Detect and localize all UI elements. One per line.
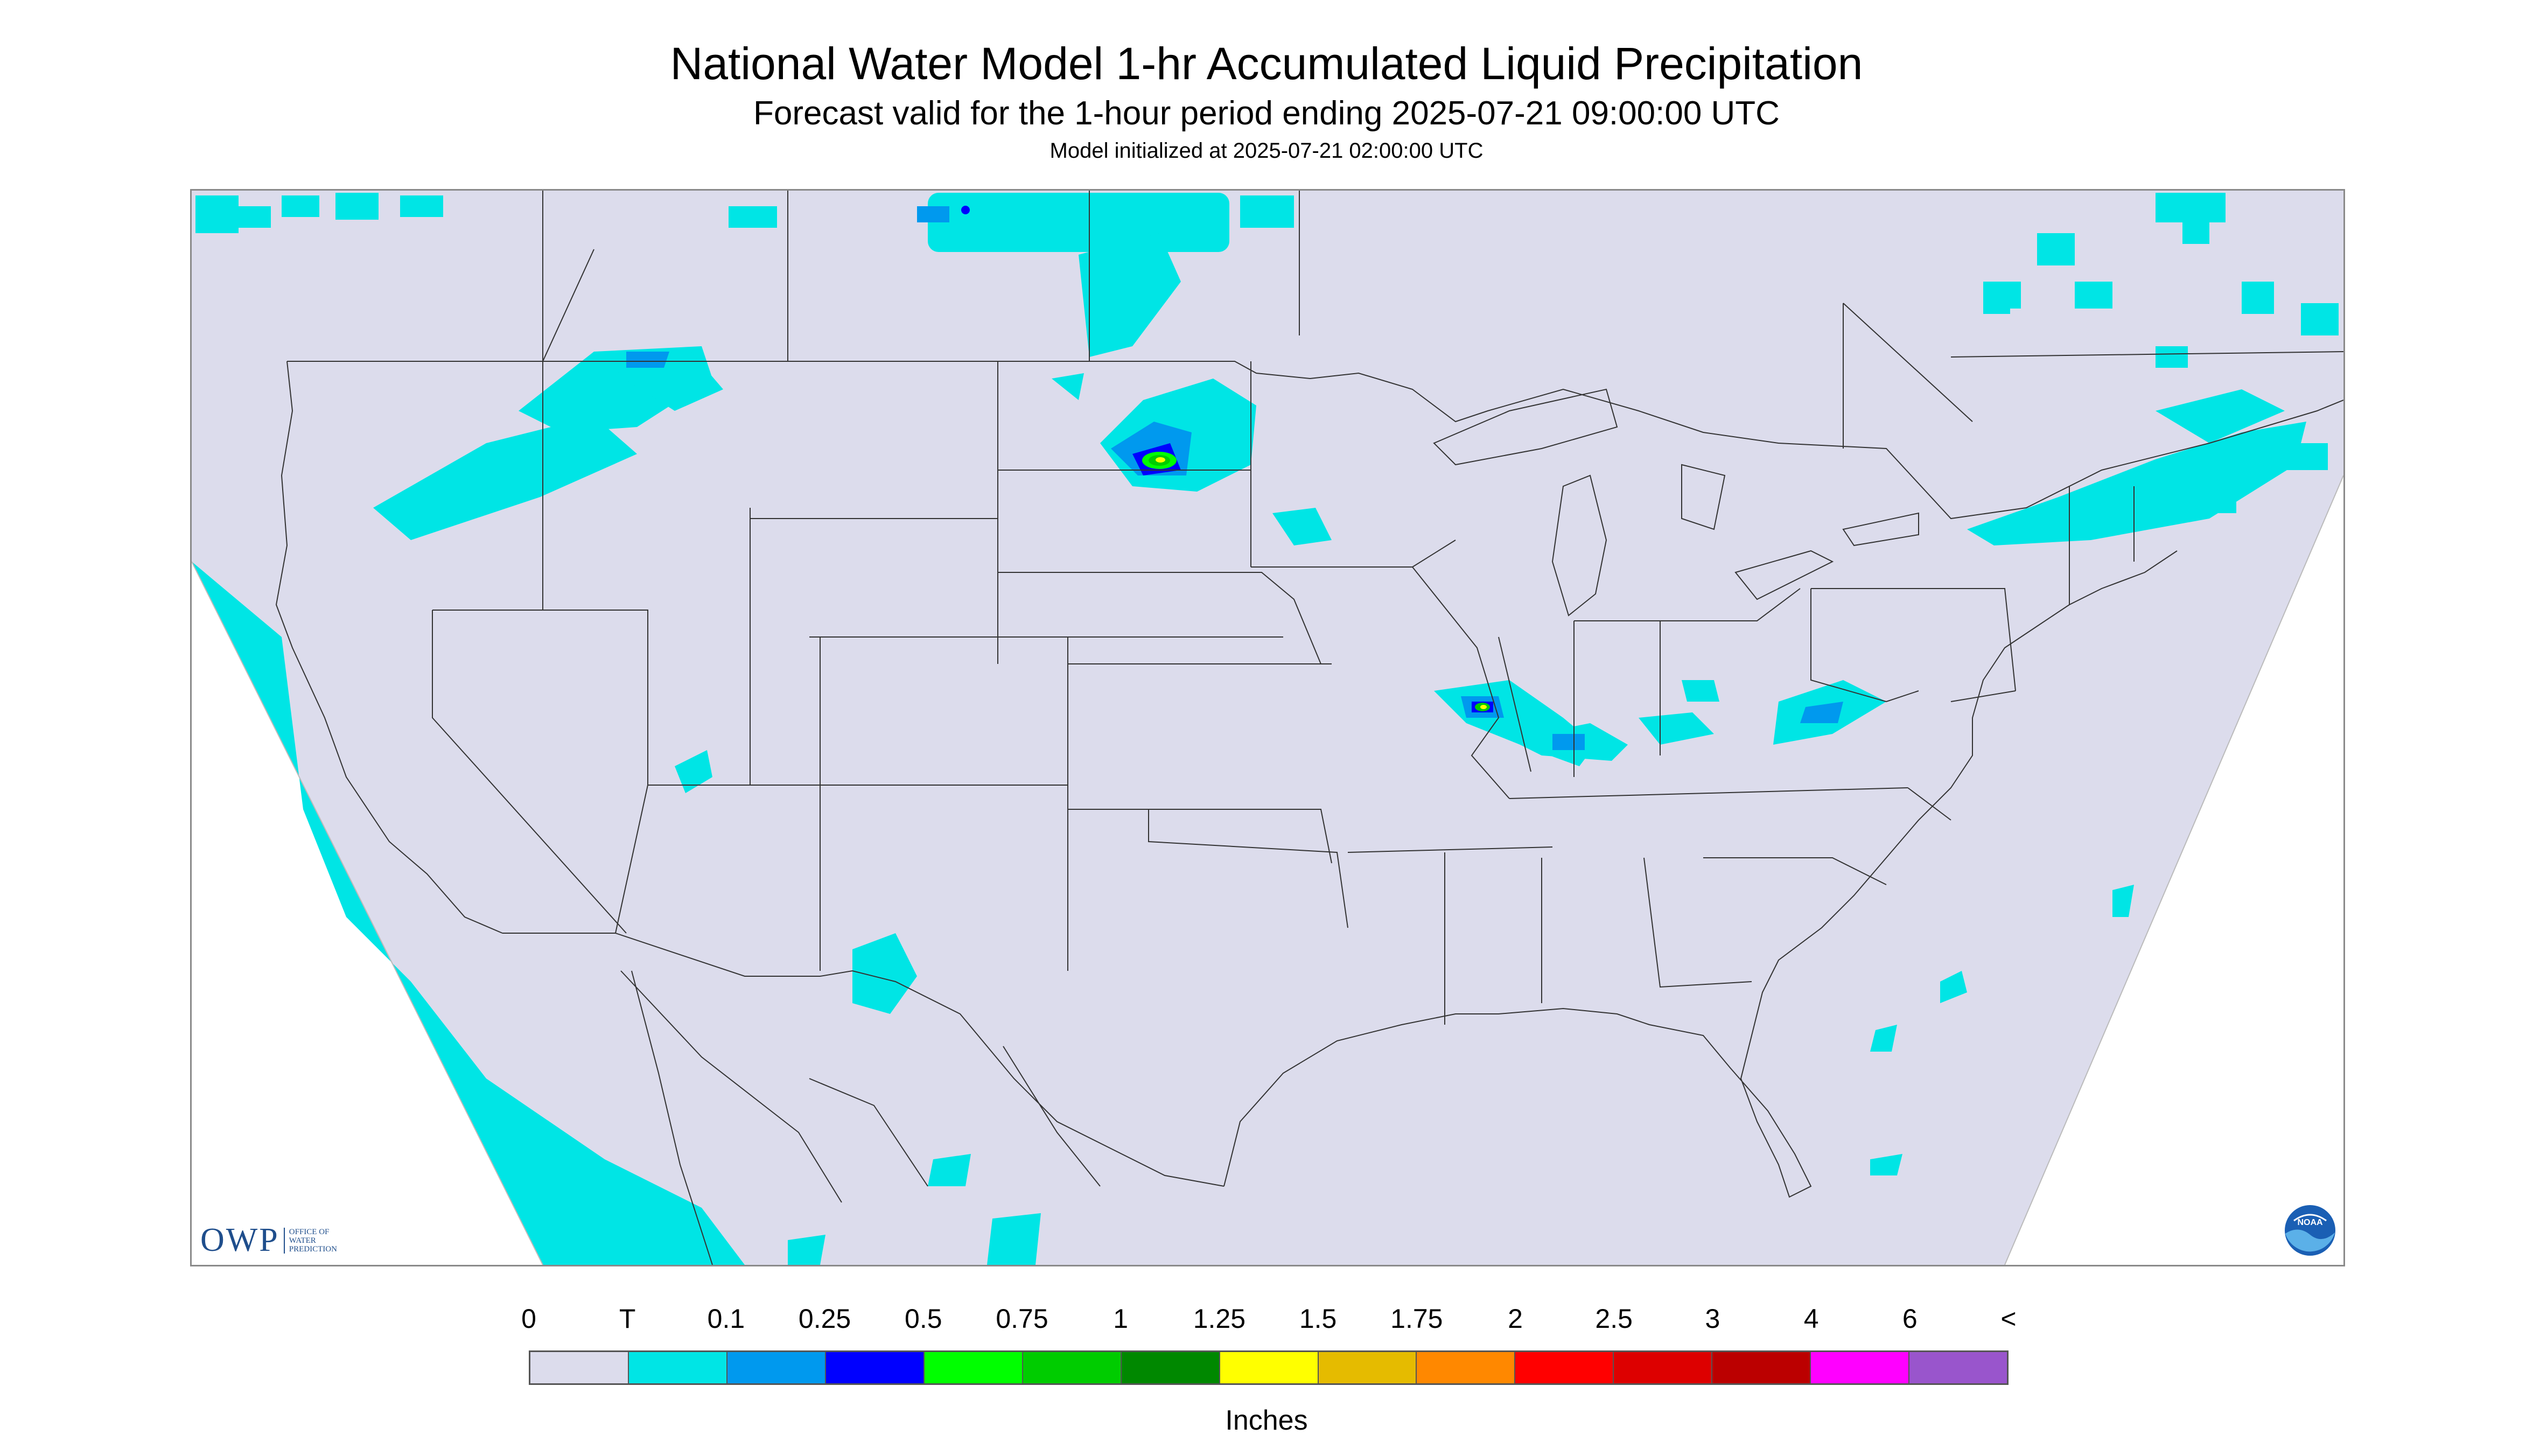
legend-units: Inches: [1225, 1405, 1308, 1436]
color-legend-bar: [529, 1350, 2009, 1385]
legend-tick-label: 2: [1508, 1304, 1523, 1334]
legend-swatch: [1220, 1352, 1319, 1383]
legend-tick-label: 1.25: [1193, 1304, 1246, 1334]
legend-tick-label: 0: [521, 1304, 536, 1334]
legend-tick-label: 1.5: [1299, 1304, 1337, 1334]
legend-tick-label: 0.75: [996, 1304, 1048, 1334]
legend-tick-label: 4: [1803, 1304, 1819, 1334]
map-subtitle: Forecast valid for the 1-hour period end…: [753, 95, 1780, 132]
legend-swatch: [628, 1352, 727, 1383]
legend-tick-label: 6: [1902, 1304, 1918, 1334]
map-canvas: [192, 191, 2343, 1265]
owp-logo-mark: OWP: [200, 1222, 279, 1258]
legend-tick-label: 0.5: [905, 1304, 942, 1334]
precip-1.25: [1156, 457, 1165, 463]
legend-tick-label: T: [619, 1304, 636, 1334]
legend-swatch: [1515, 1352, 1614, 1383]
legend-swatch: [1712, 1352, 1811, 1383]
domain-edge: [192, 561, 543, 1265]
model-init-line: Model initialized at 2025-07-21 02:00:00…: [1049, 139, 1484, 163]
legend-tick-label: 0.25: [798, 1304, 851, 1334]
legend-swatch: [530, 1352, 629, 1383]
legend-tick-label: 3: [1705, 1304, 1720, 1334]
legend-swatch: [1909, 1352, 2007, 1383]
map-title: National Water Model 1-hr Accumulated Li…: [670, 38, 1863, 89]
svg-text:NOAA: NOAA: [2297, 1218, 2323, 1227]
owp-logo-text: Office of Water Prediction: [283, 1227, 337, 1254]
legend-tick-label: 1.75: [1390, 1304, 1443, 1334]
legend-tick-label: 1: [1113, 1304, 1129, 1334]
legend-tick-label: 2.5: [1595, 1304, 1633, 1334]
legend-swatch: [1121, 1352, 1220, 1383]
legend-swatch: [1417, 1352, 1516, 1383]
legend-swatch: [727, 1352, 826, 1383]
state-borders: [275, 191, 2343, 1265]
legend-tick-label: <: [2000, 1304, 2017, 1334]
precipitation-map: [190, 189, 2345, 1266]
legend-swatch: [1614, 1352, 1713, 1383]
legend-swatch: [825, 1352, 925, 1383]
noaa-logo-icon: NOAA: [2284, 1204, 2336, 1257]
legend-swatch: [924, 1352, 1023, 1383]
legend-swatch: [1318, 1352, 1417, 1383]
precip-pacific-coast: [192, 562, 745, 1265]
legend-tick-label: 0.1: [707, 1304, 745, 1334]
owp-logo: OWP Office of Water Prediction: [200, 1221, 337, 1259]
legend-swatch: [1023, 1352, 1122, 1383]
legend-swatch: [1811, 1352, 1910, 1383]
model-domain: [192, 191, 2343, 1265]
